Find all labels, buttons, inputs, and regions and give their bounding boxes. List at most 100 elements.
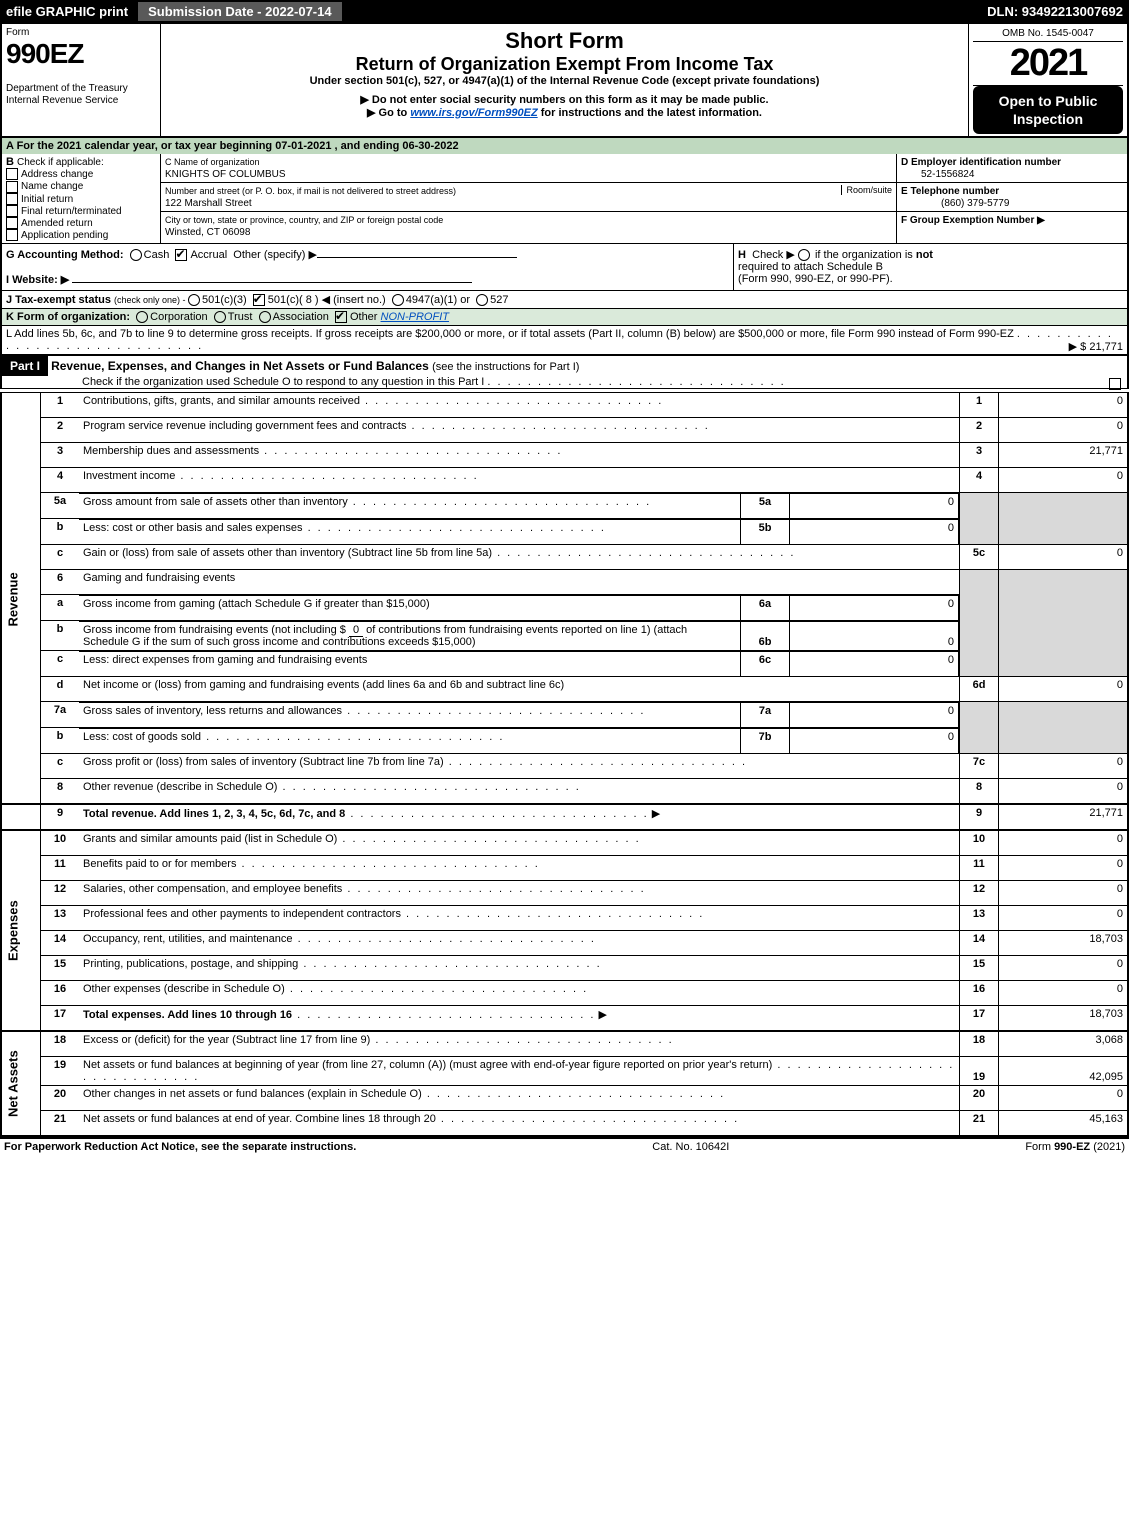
part1-label: Part I [2,356,48,376]
initial-return-checkbox[interactable] [6,193,18,205]
row-16: 16 Other expenses (describe in Schedule … [1,981,1128,1006]
efile-label: efile GRAPHIC print [0,2,134,21]
l5b-sn: 5b [741,520,790,545]
final-return-checkbox[interactable] [6,205,18,217]
l2-t: Program service revenue including govern… [83,420,406,432]
amended-return-checkbox[interactable] [6,217,18,229]
l5a-sv: 0 [790,494,959,519]
netassets-vlabel: Net Assets [1,1031,41,1136]
cash-radio[interactable] [130,249,142,261]
l9-v: 21,771 [999,804,1129,830]
l8-n: 8 [41,779,80,805]
l6a-t: Gross income from gaming (attach Schedul… [83,598,430,610]
part1-checkbox[interactable] [1109,378,1121,390]
accrual-checkbox[interactable] [175,249,187,261]
l5a-sn: 5a [741,494,790,519]
l6c-sn: 6c [741,652,790,677]
l11-t: Benefits paid to or for members [83,858,236,870]
l9-rn: 9 [960,804,999,830]
room-label: Room/suite [841,185,892,195]
l5b-sv: 0 [790,520,959,545]
l11-rn: 11 [960,856,999,881]
I-label: I Website: ▶ [6,274,69,286]
H-text2: if the organization is [815,249,916,261]
527-radio[interactable] [476,294,488,306]
assoc: Association [273,311,329,323]
row-11: 11 Benefits paid to or for members 11 0 [1,856,1128,881]
header-block: Form 990EZ Department of the Treasury In… [0,22,1129,138]
row-6b: b Gross income from fundraising events (… [1,621,1128,651]
row-5c: c Gain or (loss) from sale of assets oth… [1,545,1128,570]
submission-date: Submission Date - 2022-07-14 [138,2,342,21]
l18-rn: 18 [960,1031,999,1057]
l5a-n: 5a [41,493,80,519]
l13-v: 0 [999,906,1129,931]
l6b-sn: 6b [741,622,790,651]
L-line: L Add lines 5b, 6c, and 7b to line 9 to … [0,325,1129,356]
nonprofit-link[interactable]: NON-PROFIT [381,311,449,323]
website-input[interactable] [72,282,472,283]
footer-right-form: 990-EZ [1054,1141,1090,1153]
goto-link-line: ▶ Go to www.irs.gov/Form990EZ for instru… [171,106,958,119]
open-inspection: Open to Public Inspection [973,86,1123,134]
501c3: 501(c)(3) [202,294,247,306]
l2-v: 0 [999,418,1129,443]
501c-checkbox[interactable] [253,294,265,306]
app-pending-checkbox[interactable] [6,229,18,241]
l6a-sn: 6a [741,596,790,621]
other-method-input[interactable] [317,257,517,258]
l11-v: 0 [999,856,1129,881]
l17-rn: 17 [960,1006,999,1032]
C-city-label: City or town, state or province, country… [165,215,443,225]
B-label: B [6,156,14,168]
street: 122 Marshall Street [165,198,252,209]
4947-radio[interactable] [392,294,404,306]
l14-n: 14 [41,931,80,956]
l12-t: Salaries, other compensation, and employ… [83,883,342,895]
l15-n: 15 [41,956,80,981]
l6d-rn: 6d [960,677,999,702]
l21-rn: 21 [960,1111,999,1137]
row-12: 12 Salaries, other compensation, and emp… [1,881,1128,906]
l19-rn: 19 [960,1057,999,1086]
corp-radio[interactable] [136,311,148,323]
name-change-checkbox[interactable] [6,181,18,193]
l10-rn: 10 [960,830,999,856]
l6c-n: c [41,651,80,677]
row-17: 17 Total expenses. Add lines 10 through … [1,1006,1128,1032]
addr-change-checkbox[interactable] [6,168,18,180]
l14-t: Occupancy, rent, utilities, and maintena… [83,933,293,945]
l18-n: 18 [41,1031,80,1057]
J-line: J Tax-exempt status (check only one) - 5… [0,290,1129,308]
l19-t: Net assets or fund balances at beginning… [83,1059,772,1071]
irs-link[interactable]: www.irs.gov/Form990EZ [410,107,537,119]
l6-n: 6 [41,570,80,595]
H-text3: required to attach Schedule B [738,261,883,273]
part1-title2: (see the instructions for Part I) [432,361,579,373]
l12-rn: 12 [960,881,999,906]
line-A: A For the 2021 calendar year, or tax yea… [0,138,1129,154]
main-title: Return of Organization Exempt From Incom… [171,54,958,75]
short-form-title: Short Form [171,28,958,54]
l8-v: 0 [999,779,1129,805]
l15-rn: 15 [960,956,999,981]
l9-t: Total revenue. Add lines 1, 2, 3, 4, 5c,… [83,808,345,820]
H-radio[interactable] [798,249,810,261]
l7c-n: c [41,754,80,779]
l2-n: 2 [41,418,80,443]
final-return: Final return/terminated [21,206,122,217]
l17-t: Total expenses. Add lines 10 through 16 [83,1009,292,1021]
other-org-checkbox[interactable] [335,311,347,323]
trust-radio[interactable] [214,311,226,323]
l18-v: 3,068 [999,1031,1129,1057]
l19-n: 19 [41,1057,80,1086]
assoc-radio[interactable] [259,311,271,323]
row-8: 8 Other revenue (describe in Schedule O)… [1,779,1128,805]
addr-change: Address change [21,169,93,180]
l12-n: 12 [41,881,80,906]
part1-header: Part I Revenue, Expenses, and Changes in… [0,356,1129,389]
501c3-radio[interactable] [188,294,200,306]
l8-t: Other revenue (describe in Schedule O) [83,781,277,793]
l5c-n: c [41,545,80,570]
H-text4: (Form 990, 990-EZ, or 990-PF). [738,273,893,285]
